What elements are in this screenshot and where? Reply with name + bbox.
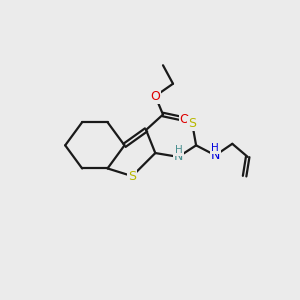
Text: H: H	[212, 143, 219, 153]
Text: O: O	[180, 113, 190, 126]
Text: N: N	[174, 150, 183, 164]
Text: O: O	[150, 90, 160, 103]
Text: S: S	[188, 117, 196, 130]
Text: H: H	[175, 145, 182, 155]
Text: S: S	[128, 169, 136, 183]
Text: N: N	[211, 149, 220, 162]
